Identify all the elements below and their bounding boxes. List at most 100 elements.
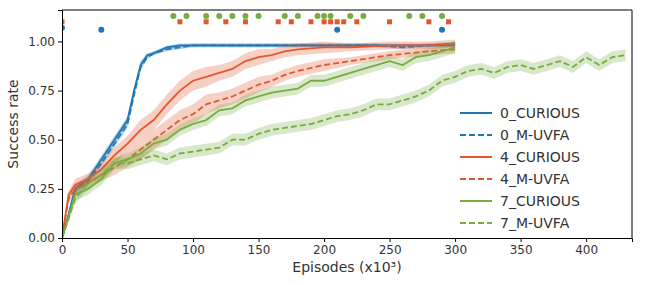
legend-label: 7_CURIOUS [500, 193, 580, 209]
legend-swatch [460, 156, 492, 158]
tick: 300 [444, 238, 467, 257]
tick-mark [58, 189, 62, 190]
marker-point [426, 19, 431, 24]
tick: 150 [248, 238, 271, 257]
line [62, 47, 455, 238]
marker-point [295, 13, 301, 19]
tick: 0.00 [28, 231, 62, 245]
frame [62, 10, 632, 11]
line [62, 55, 625, 238]
tick: 0 [59, 238, 67, 257]
marker-point [242, 13, 248, 19]
tick-label: 0 [59, 243, 67, 257]
tick-mark [324, 238, 325, 242]
marker-point [439, 13, 445, 19]
tick-mark [58, 238, 62, 239]
marker-point [223, 19, 228, 24]
marker-point [308, 19, 313, 24]
marker-point [360, 13, 366, 19]
marker-point [354, 19, 359, 24]
plot: 0 50 100 150 200 250 300 350 400 0.00 0.25 0.50 0.75… [5, 10, 633, 275]
marker-point [321, 13, 327, 19]
line [62, 49, 455, 238]
tick-mark [128, 238, 129, 242]
tick: 0.50 [28, 133, 62, 147]
marker-point [335, 19, 340, 24]
marker-point [322, 19, 327, 24]
tick-label: 200 [313, 243, 336, 257]
marker-point [229, 13, 235, 19]
tick-label: 400 [575, 243, 598, 257]
tick-mark [58, 140, 62, 141]
legend-item: 7_M-UVFA [460, 215, 570, 231]
chart: 0 50 100 150 200 250 300 350 400 0.00 0.25 0.50 0.75… [0, 0, 666, 285]
tick: 0.75 [28, 84, 62, 98]
tick: 200 [313, 238, 336, 257]
tick: 400 [575, 238, 598, 257]
tick-mark [58, 91, 62, 92]
error-band [62, 45, 455, 238]
tick: 350 [510, 238, 533, 257]
tick-mark [455, 238, 456, 242]
marker-point [289, 19, 294, 24]
tick: 0.25 [28, 182, 62, 196]
legend-item: 0_M-UVFA [460, 127, 570, 143]
tick-mark [521, 238, 522, 242]
marker-point [177, 19, 182, 24]
error-band [62, 43, 455, 238]
legend-label: 4_CURIOUS [500, 149, 580, 165]
marker-point [315, 13, 321, 19]
legend-item: 0_CURIOUS [460, 105, 580, 121]
tick-label: 250 [379, 243, 402, 257]
tick-label: 300 [444, 243, 467, 257]
y-axis: 0.00 0.25 0.50 0.75 1.00 [28, 11, 62, 246]
frame [632, 10, 633, 238]
axis-line [63, 239, 633, 243]
marker-point [328, 13, 334, 19]
error-band [62, 49, 625, 238]
line [62, 45, 455, 238]
marker-point [446, 19, 451, 24]
axis-line [58, 11, 63, 239]
legend-swatch [460, 200, 492, 202]
marker-point [204, 19, 209, 24]
marker-point [387, 19, 392, 24]
tick-mark [193, 238, 194, 242]
x-axis: 0 50 100 150 200 250 300 350 400 [59, 238, 633, 257]
tick-label: 0.25 [28, 182, 55, 196]
tick: 1.00 [28, 35, 62, 49]
legend: 0_CURIOUS 0_M-UVFA 4_CURIOUS 4_M-UVFA 7_CURI… [460, 105, 580, 231]
tick-mark [586, 238, 587, 242]
legend-label: 4_M-UVFA [500, 171, 570, 187]
legend-item: 4_CURIOUS [460, 149, 580, 165]
legend-swatch [460, 112, 492, 114]
marker-point [282, 13, 288, 19]
marker-point [170, 13, 176, 19]
marker-point [347, 13, 353, 19]
marker-point [256, 13, 262, 19]
x-axis-title: Episodes (x10³) [292, 259, 401, 275]
marker-point [98, 27, 104, 33]
legend-label: 7_M-UVFA [500, 215, 570, 231]
marker-point [328, 19, 333, 24]
legend-item: 4_M-UVFA [460, 171, 570, 187]
line [62, 43, 455, 238]
tick-label: 1.00 [28, 35, 55, 49]
marker-point [216, 13, 222, 19]
marker-point [203, 13, 209, 19]
tick-label: 100 [182, 243, 205, 257]
tick-label: 0.75 [28, 84, 55, 98]
y-axis-title: Success rate [5, 79, 21, 168]
tick-mark [390, 238, 391, 242]
tick-label: 150 [248, 243, 271, 257]
marker-point [419, 13, 425, 19]
marker-point [439, 27, 445, 33]
tick-label: 350 [510, 243, 533, 257]
tick-label: 50 [120, 243, 135, 257]
legend-label: 0_CURIOUS [500, 105, 580, 121]
marker-point [183, 13, 189, 19]
tick: 50 [120, 238, 135, 257]
legend-item: 7_CURIOUS [460, 193, 580, 209]
tick-mark [259, 238, 260, 242]
marker-point [334, 27, 340, 33]
